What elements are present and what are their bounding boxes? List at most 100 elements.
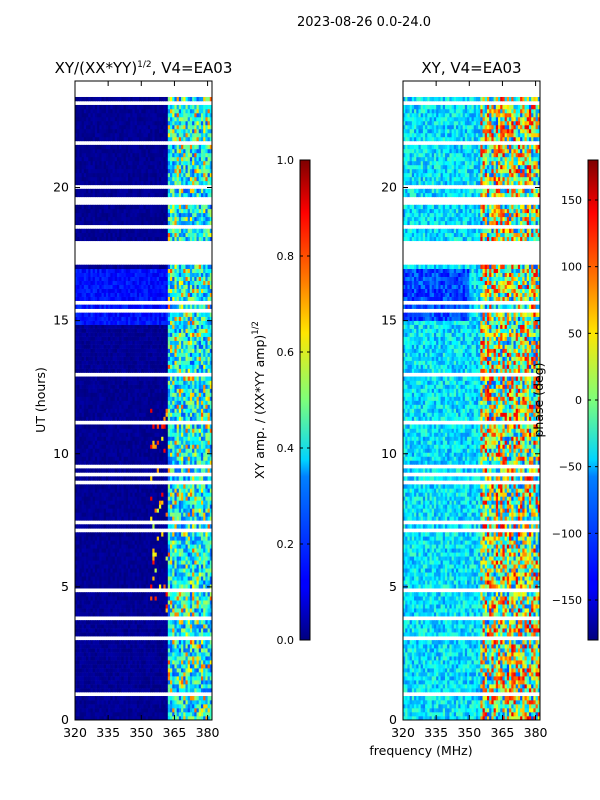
heatmap-cell	[77, 368, 81, 373]
heatmap-cell	[99, 484, 103, 489]
heatmap-cell	[121, 360, 125, 365]
heatmap-cell	[119, 492, 122, 497]
heatmap-cell	[110, 524, 114, 529]
heatmap-cell	[108, 408, 111, 413]
heatmap-cell	[178, 548, 182, 553]
heatmap-cell	[114, 716, 118, 720]
heatmap-cell	[77, 532, 81, 537]
heatmap-cell	[94, 512, 98, 517]
heatmap-cell	[132, 552, 136, 557]
heatmap-cell	[161, 660, 164, 665]
heatmap-cell	[176, 536, 180, 541]
heatmap-cell	[112, 408, 116, 413]
heatmap-cell	[134, 584, 138, 589]
heatmap-cell	[205, 376, 209, 381]
heatmap-cell	[196, 696, 200, 701]
heatmap-cell	[141, 572, 145, 577]
heatmap-cell	[81, 672, 85, 677]
heatmap-cell	[108, 676, 111, 681]
heatmap-cell	[167, 688, 171, 693]
heatmap-cell	[194, 656, 198, 661]
heatmap-cell	[101, 404, 105, 409]
heatmap-cell	[79, 352, 83, 357]
heatmap-cell	[88, 436, 92, 441]
heatmap-cell	[81, 716, 85, 720]
heatmap-cell	[143, 456, 147, 461]
heatmap-cell	[194, 700, 198, 705]
heatmap-cell	[97, 416, 100, 421]
heatmap-cell	[174, 712, 178, 717]
heatmap-cell	[181, 460, 184, 465]
heatmap-cell	[165, 424, 169, 429]
heatmap-cell	[192, 356, 195, 361]
heatmap-cell	[136, 608, 140, 613]
heatmap-cell	[183, 492, 187, 497]
heatmap-cell	[170, 572, 173, 577]
heatmap-cell	[103, 680, 107, 685]
heatmap-cell	[105, 552, 109, 557]
heatmap-cell	[121, 460, 125, 465]
heatmap-cell	[116, 428, 120, 433]
heatmap-cell	[108, 448, 111, 453]
heatmap-cell	[86, 660, 89, 665]
heatmap-cell	[145, 368, 149, 373]
heatmap-cell	[103, 444, 107, 449]
heatmap-cell	[139, 368, 142, 373]
heatmap-cell	[172, 492, 176, 497]
heatmap-cell	[207, 712, 211, 717]
heatmap-cell	[203, 708, 206, 713]
heatmap-cell	[132, 384, 136, 389]
heatmap-cell	[209, 688, 212, 693]
heatmap-cell	[103, 512, 107, 517]
heatmap-cell	[134, 544, 138, 549]
heatmap-cell	[189, 580, 193, 585]
heatmap-cell	[90, 632, 94, 637]
heatmap-cell	[187, 412, 191, 417]
heatmap-cell	[112, 444, 116, 449]
heatmap-cell	[119, 484, 122, 489]
heatmap-cell	[121, 564, 125, 569]
heatmap-cell	[187, 364, 191, 369]
heatmap-cell	[156, 648, 160, 653]
heatmap-cell	[163, 672, 167, 677]
heatmap-cell	[203, 416, 206, 421]
heatmap-cell	[176, 408, 180, 413]
heatmap-cell	[79, 388, 83, 393]
heatmap-cell	[181, 440, 184, 445]
heatmap-cell	[189, 548, 193, 553]
heatmap-cell	[116, 432, 120, 437]
heatmap-cell	[103, 716, 107, 720]
heatmap-cell	[125, 508, 129, 513]
heatmap-cell	[209, 632, 212, 637]
heatmap-cell	[156, 604, 160, 609]
heatmap-cell	[187, 368, 191, 373]
heatmap-cell	[183, 660, 187, 665]
heatmap-cell	[132, 660, 136, 665]
heatmap-cell	[75, 536, 78, 541]
heatmap-cell	[97, 436, 100, 441]
heatmap-cell	[152, 584, 156, 589]
heatmap-cell	[121, 496, 125, 501]
heatmap-cell	[189, 632, 193, 637]
heatmap-cell	[97, 368, 100, 373]
heatmap-cell	[167, 376, 171, 381]
heatmap-cell	[143, 516, 147, 521]
heatmap-cell	[125, 404, 129, 409]
heatmap-cell	[174, 384, 178, 389]
heatmap-cell	[79, 556, 83, 561]
heatmap-cell	[192, 400, 195, 405]
heatmap-cell	[121, 552, 125, 557]
heatmap-cell	[123, 704, 127, 709]
heatmap-cell	[165, 556, 169, 561]
heatmap-cell	[139, 656, 142, 661]
heatmap-cell	[209, 704, 212, 709]
heatmap-cell	[83, 568, 87, 573]
heatmap-cell	[75, 408, 78, 413]
heatmap-cell	[203, 680, 206, 685]
heatmap-cell	[90, 504, 94, 509]
heatmap-cell	[128, 688, 131, 693]
heatmap-cell	[158, 400, 162, 405]
heatmap-cell	[170, 640, 173, 645]
heatmap-cell	[105, 656, 109, 661]
heatmap-cell	[156, 632, 160, 637]
